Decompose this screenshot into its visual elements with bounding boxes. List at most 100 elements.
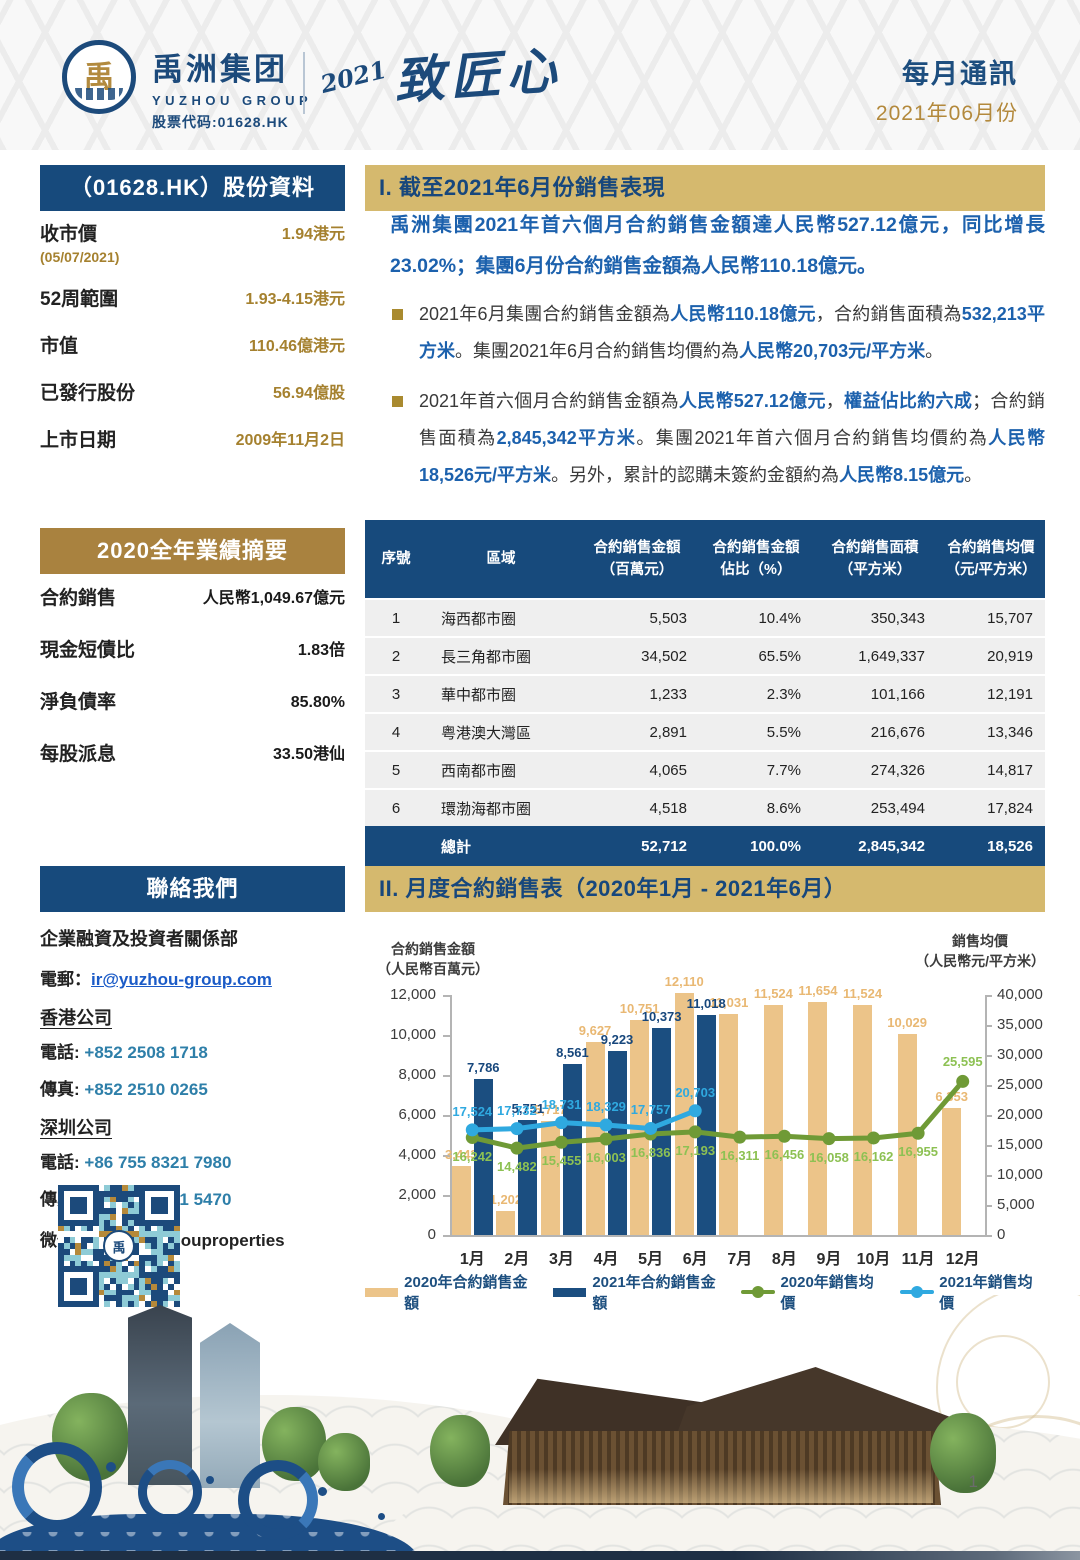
table-cell: 5 — [391, 761, 401, 779]
hk-fax-line: 傳真: +852 2510 0265 — [40, 1075, 350, 1100]
info-value: 2009年11月2日 — [235, 432, 345, 449]
bullet-item: 2021年首六個月合約銷售金額為人民幣527.12億元，權益佔比約六成；合約銷售… — [390, 383, 1045, 494]
qr-center-logo-icon: 禹 — [103, 1230, 135, 1262]
newsletter-period: 2021年06月份 — [875, 102, 1018, 125]
table-cell: 7.7% — [766, 761, 801, 779]
yuzhou-logo-icon: 禹 — [62, 40, 136, 114]
newsletter-masthead: 每月通訊 2021年06月份 — [876, 52, 1018, 127]
table-cell: 粤港澳大灣區 — [441, 724, 532, 742]
table-row: 2 長三角都市圈 34,502 65.5% 1,649,337 20,919 — [365, 636, 1045, 674]
stock-code: 股票代码:01628.HK — [152, 114, 289, 130]
right-axis-tick-label: 0 — [997, 1226, 1006, 1243]
info-label: 收市價 (05/07/2021) — [40, 224, 120, 265]
results-2020-title: 2020全年業績摘要 — [40, 528, 345, 574]
footer-artwork — [0, 1295, 1080, 1560]
x-axis-label: 1月 — [459, 1251, 485, 1268]
chart-bar-2020 — [496, 1210, 516, 1235]
tower-building-graphic — [128, 1305, 192, 1485]
legend-item: 2020年銷售均價 — [741, 1271, 886, 1313]
x-axis-label: 2月 — [504, 1251, 530, 1268]
section1-header: I. 截至2021年6月份銷售表現 — [365, 165, 1045, 211]
x-axis-label: 8月 — [771, 1251, 797, 1268]
right-axis-tick — [985, 1025, 992, 1027]
company-name-cn: 禹洲集团 — [152, 52, 288, 87]
right-axis-tick-label: 15,000 — [997, 1136, 1043, 1153]
company-block: 禹洲集团 YUZHOU GROUP 股票代码:01628.HK — [152, 44, 312, 132]
right-axis-tick — [985, 1145, 992, 1147]
left-axis-tick — [443, 1155, 450, 1157]
pavilion-building-graphic — [495, 1367, 950, 1508]
contact-email-line: 電郵：ir@yuzhou-group.com — [40, 965, 350, 990]
tree-graphic — [430, 1415, 490, 1487]
left-axis-tick — [443, 1075, 450, 1077]
tree-graphic — [318, 1433, 370, 1491]
info-label: 已發行股份 — [40, 383, 136, 404]
table-cell: 253,494 — [870, 799, 925, 817]
right-axis-tick-label: 10,000 — [997, 1166, 1043, 1183]
table-cell: 101,166 — [870, 685, 925, 703]
table-cell: 2,891 — [649, 723, 687, 741]
table-cell: 65.5% — [758, 647, 801, 665]
stock-info-row: 市值 110.46億港元 — [40, 334, 345, 360]
bar-value-label: 8,561 — [556, 1044, 589, 1060]
right-axis-tick — [985, 995, 992, 997]
left-axis-tick-label: 8,000 — [398, 1066, 436, 1083]
results-row: 淨負債率 85.80% — [40, 690, 345, 716]
table-header-cell: 合約銷售面積 （平方米） — [831, 540, 919, 578]
bar-value-label: 3,443 — [445, 1147, 478, 1163]
left-axis-tick-label: 12,000 — [390, 986, 436, 1003]
slogan-year: 2021 — [317, 54, 390, 99]
wave-pattern-graphic — [0, 1440, 428, 1560]
info-value: 85.80% — [290, 694, 345, 711]
bar-value-label: 5,717 — [534, 1101, 567, 1117]
section2-header: II. 月度合約銷售表（2020年1月 - 2021年6月） — [365, 866, 1045, 912]
results-row: 現金短債比 1.83倍 — [40, 638, 345, 664]
info-label: 市值 — [40, 336, 79, 357]
section1-intro: 禹洲集團2021年首六個月合約銷售金額達人民幣527.12億元，同比增長23.0… — [390, 214, 1045, 277]
info-label: 現金短債比 — [40, 640, 136, 661]
right-axis-tick — [985, 1175, 992, 1177]
table-total-cell: 100.0% — [750, 837, 801, 855]
qr-grid — [58, 1185, 180, 1307]
tel-label: 電話: — [40, 1153, 80, 1172]
hk-tel-line: 電話: +852 2508 1718 — [40, 1038, 350, 1063]
table-cell: 274,326 — [870, 761, 925, 779]
company-name-en: YUZHOU GROUP — [152, 93, 313, 108]
info-value: 56.94億股 — [272, 385, 345, 402]
bullet-square-icon — [392, 309, 403, 320]
info-value: 1.93-4.15港元 — [245, 291, 345, 308]
table-cell: 5,503 — [649, 609, 687, 627]
table-cell: 1,233 — [649, 685, 687, 703]
fax-label: 傳真: — [40, 1080, 80, 1099]
line-value-label: 16,456 — [764, 1147, 805, 1163]
table-cell: 4,518 — [649, 799, 687, 817]
bar-value-label: 11,031 — [709, 995, 749, 1011]
bar-value-label: 10,751 — [619, 1000, 660, 1016]
table-total-cell: 52,712 — [641, 837, 687, 855]
right-axis-tick — [985, 1205, 992, 1207]
email-link[interactable]: ir@yuzhou-group.com — [91, 970, 272, 989]
x-axis-label: 5月 — [638, 1251, 664, 1268]
tower-building-graphic — [200, 1323, 260, 1488]
table-cell: 華中都市圈 — [441, 686, 517, 704]
logo-wave-icon — [75, 88, 123, 100]
table-cell: 長三角都市圈 — [441, 648, 532, 666]
chart-bar-2020 — [719, 1014, 739, 1235]
table-cell: 12,191 — [987, 685, 1033, 703]
table-cell: 13,346 — [987, 723, 1033, 741]
info-label: 上市日期 — [40, 430, 117, 451]
chart-bar-2020 — [540, 1120, 560, 1235]
table-cell: 15,707 — [987, 609, 1033, 627]
bullet-item: 2021年6月集團合約銷售金額為人民幣110.18億元，合約銷售面積為532,2… — [390, 296, 1045, 370]
right-axis-tick — [985, 1085, 992, 1087]
chart-bar-2020 — [763, 1004, 783, 1235]
wechat-qr-code: 禹 — [58, 1185, 180, 1307]
line-value-label: 16,311 — [720, 1148, 760, 1164]
tel-label: 電話: — [40, 1043, 80, 1062]
slogan-calligraphy: 2021 致匠心 — [318, 36, 564, 111]
left-axis-line — [450, 995, 452, 1235]
table-cell: 環渤海都市圈 — [441, 800, 532, 818]
left-axis-tick — [443, 1235, 450, 1237]
info-value: 110.46億港元 — [248, 338, 345, 355]
right-axis-tick — [985, 1055, 992, 1057]
